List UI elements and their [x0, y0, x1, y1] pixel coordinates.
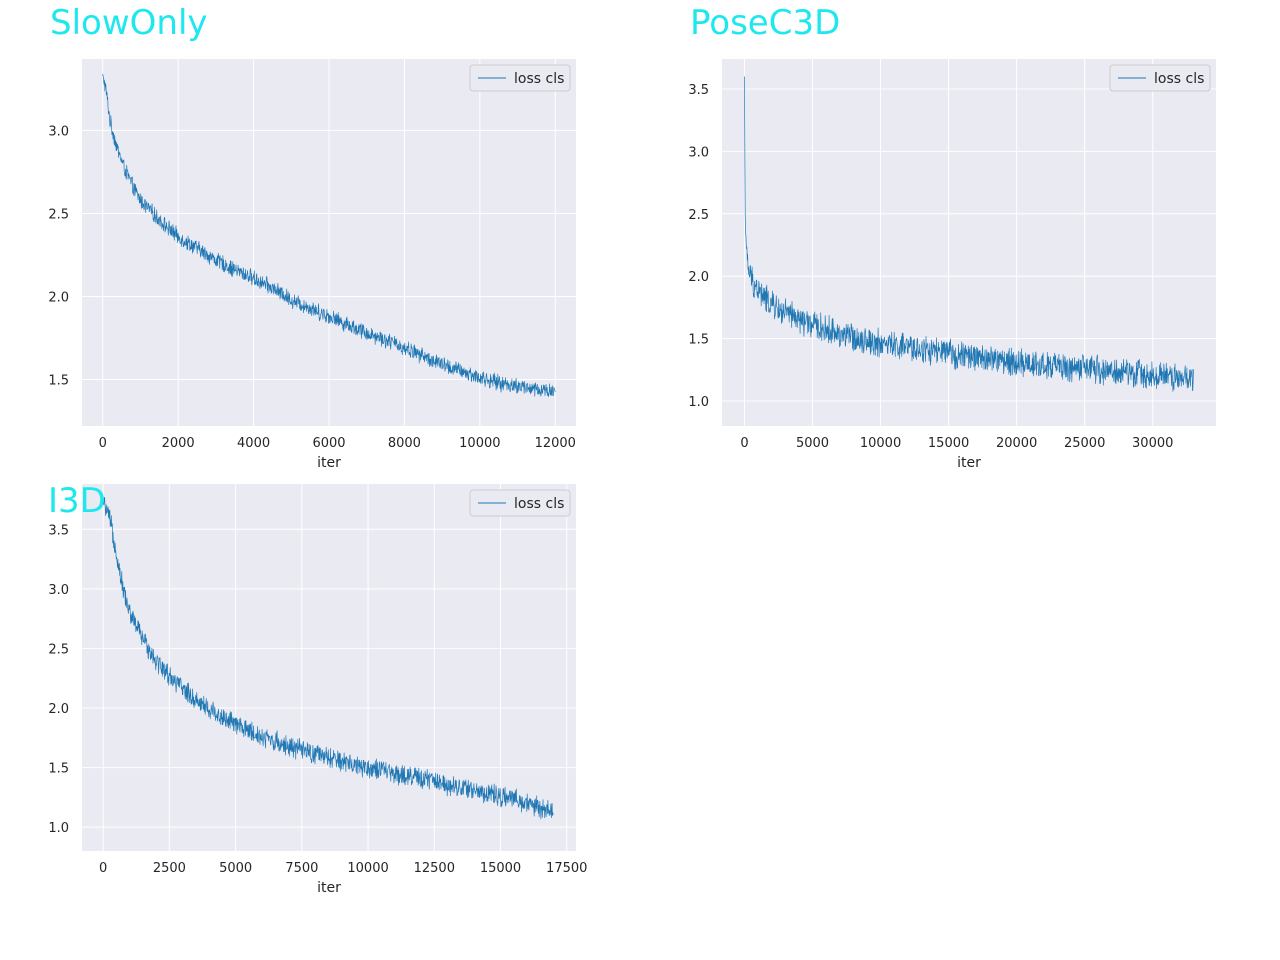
y-tick-label: 1.5 — [688, 333, 709, 348]
x-tick-label: 2500 — [153, 861, 186, 876]
x-tick-label: 25000 — [1064, 436, 1105, 451]
x-tick-label: 15000 — [928, 436, 969, 451]
x-tick-label: 0 — [99, 861, 107, 876]
y-tick-label: 2.0 — [48, 702, 69, 717]
i3d-loss-chart: 0 2500 5000 7500 10000 12500 15000 17500 1.0 1.5 2… — [48, 484, 587, 896]
legend-box — [469, 489, 571, 517]
y-tick-label: 3.0 — [48, 124, 69, 139]
x-tick-label: 30000 — [1132, 436, 1173, 451]
y-tick-label: 1.0 — [48, 821, 69, 836]
x-tick-label: 10000 — [459, 436, 500, 451]
y-tick-label: 1.0 — [688, 395, 709, 410]
x-tick-label: 20000 — [996, 436, 1037, 451]
x-tick-label: 0 — [740, 436, 748, 451]
legend-box — [1109, 64, 1211, 92]
x-axis-label: iter — [317, 455, 341, 471]
series-line-loss-cls — [102, 497, 554, 820]
y-tick-label: 1.5 — [48, 762, 69, 777]
legend-label: loss cls — [1154, 71, 1204, 87]
x-axis-label: iter — [317, 880, 341, 896]
y-tick-label: 2.0 — [48, 290, 69, 305]
x-tick-label: 5000 — [796, 436, 829, 451]
chart-title-slowonly: SlowOnly — [50, 3, 208, 43]
x-tick-label: 6000 — [312, 436, 345, 451]
x-tick-label: 2000 — [162, 436, 195, 451]
series-line-loss-cls — [102, 73, 556, 398]
x-tick-label: 8000 — [388, 436, 421, 451]
x-tick-label: 12500 — [414, 861, 455, 876]
y-tick-label: 1.5 — [48, 374, 69, 389]
legend-label: loss cls — [514, 71, 564, 87]
x-tick-label: 0 — [99, 436, 107, 451]
y-tick-label: 2.5 — [48, 207, 69, 222]
x-tick-label: 10000 — [347, 861, 388, 876]
y-tick-label: 2.5 — [688, 208, 709, 223]
series-line-loss-cls — [744, 76, 1194, 392]
x-tick-label: 4000 — [237, 436, 270, 451]
y-tick-label: 3.0 — [48, 583, 69, 598]
y-tick-label: 2.0 — [688, 270, 709, 285]
chart-title-posec3d: PoseC3D — [690, 3, 841, 43]
posec3d-loss-chart: 0 5000 10000 15000 20000 25000 30000 1.0 1.5 2.0 2… — [688, 59, 1216, 471]
chart-title-i3d: I3D — [48, 481, 106, 521]
x-tick-label: 10000 — [860, 436, 901, 451]
x-tick-label: 12000 — [535, 436, 576, 451]
x-tick-label: 7500 — [285, 861, 318, 876]
x-tick-label: 5000 — [219, 861, 252, 876]
x-tick-label: 17500 — [546, 861, 587, 876]
y-tick-label: 3.5 — [48, 523, 69, 538]
y-tick-label: 2.5 — [48, 642, 69, 657]
x-axis-label: iter — [957, 455, 981, 471]
legend-box — [469, 64, 571, 92]
y-tick-label: 3.5 — [688, 83, 709, 98]
legend-label: loss cls — [514, 496, 564, 512]
x-tick-label: 15000 — [480, 861, 521, 876]
slowonly-loss-chart: 0 2000 4000 6000 8000 10000 12000 1.5 2.0 2.5 3.0 i… — [48, 59, 576, 471]
y-tick-label: 3.0 — [688, 145, 709, 160]
